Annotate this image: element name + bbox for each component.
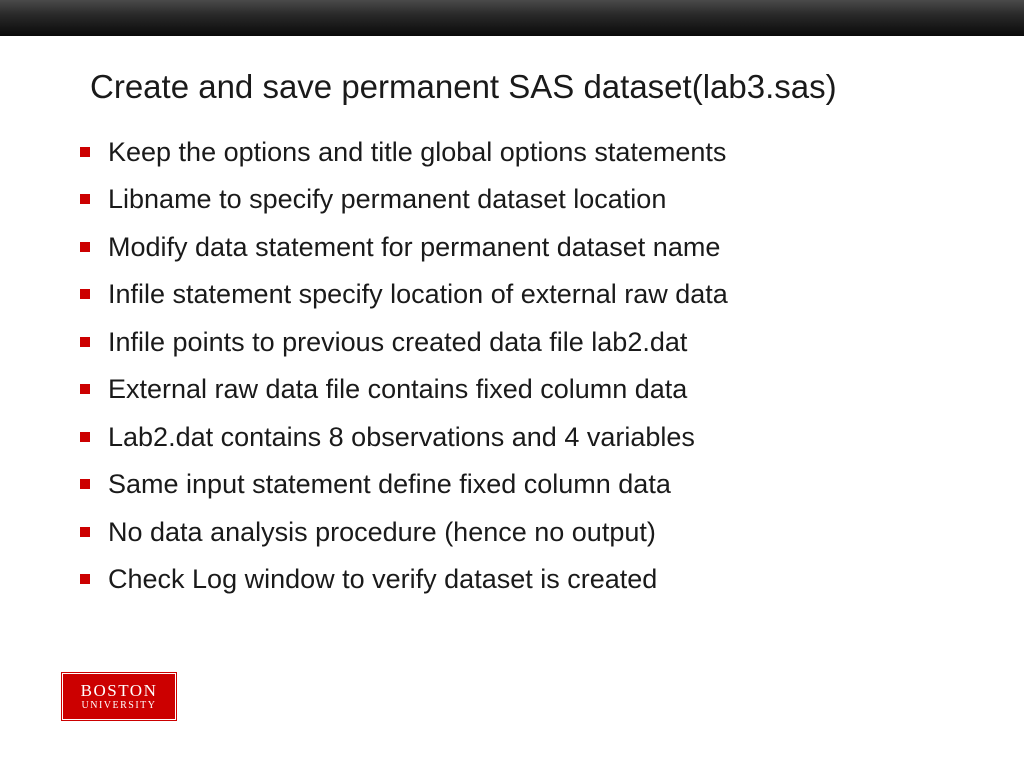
list-item: Infile statement specify location of ext… [80,276,964,312]
list-item: Lab2.dat contains 8 observations and 4 v… [80,419,964,455]
bullet-text: Lab2.dat contains 8 observations and 4 v… [108,419,964,455]
bullet-marker-icon [80,194,90,204]
list-item: Keep the options and title global option… [80,134,964,170]
boston-university-logo: BOSTON UNIVERSITY [62,673,176,720]
bullet-text: Infile points to previous created data f… [108,324,964,360]
slide-content: Create and save permanent SAS dataset(la… [0,36,1024,597]
bullet-list: Keep the options and title global option… [80,134,964,597]
bullet-text: Infile statement specify location of ext… [108,276,964,312]
bullet-text: Same input statement define fixed column… [108,466,964,502]
list-item: External raw data file contains fixed co… [80,371,964,407]
list-item: Libname to specify permanent dataset loc… [80,181,964,217]
bullet-text: No data analysis procedure (hence no out… [108,514,964,550]
slide-title: Create and save permanent SAS dataset(la… [90,68,964,106]
bullet-marker-icon [80,289,90,299]
bullet-marker-icon [80,337,90,347]
bullet-marker-icon [80,527,90,537]
list-item: Check Log window to verify dataset is cr… [80,561,964,597]
bullet-marker-icon [80,242,90,252]
bullet-marker-icon [80,147,90,157]
bullet-marker-icon [80,479,90,489]
list-item: Infile points to previous created data f… [80,324,964,360]
bullet-text: Keep the options and title global option… [108,134,964,170]
bullet-marker-icon [80,432,90,442]
bullet-text: Libname to specify permanent dataset loc… [108,181,964,217]
logo-line1: BOSTON [81,682,158,699]
bullet-text: Check Log window to verify dataset is cr… [108,561,964,597]
logo-line2: UNIVERSITY [82,701,157,711]
top-bar [0,0,1024,36]
list-item: Same input statement define fixed column… [80,466,964,502]
bullet-text: External raw data file contains fixed co… [108,371,964,407]
list-item: No data analysis procedure (hence no out… [80,514,964,550]
list-item: Modify data statement for permanent data… [80,229,964,265]
bullet-marker-icon [80,384,90,394]
bullet-text: Modify data statement for permanent data… [108,229,964,265]
bullet-marker-icon [80,574,90,584]
